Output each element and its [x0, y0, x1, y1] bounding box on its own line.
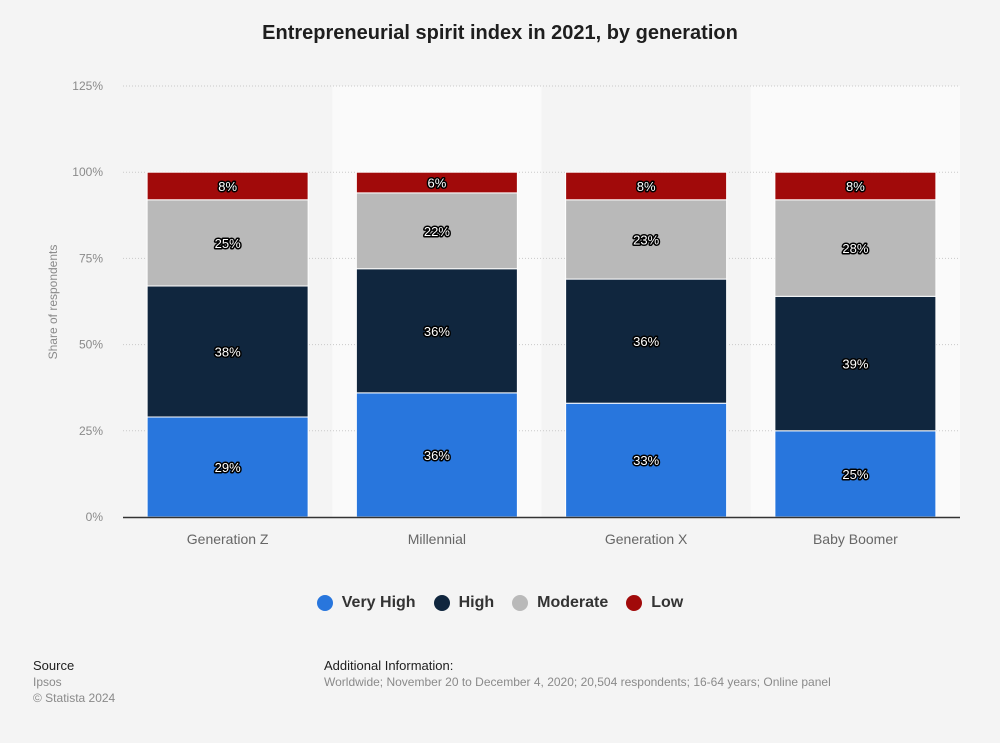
additional-info-label: Additional Information: [324, 658, 454, 673]
data-label: 23% [633, 232, 659, 247]
bar-segment-low[interactable] [355, 171, 518, 194]
y-axis-ticks: 0% 25% 50% 75% 100% 125% [72, 79, 103, 524]
data-label: 8% [846, 179, 865, 194]
legend-label: Moderate [537, 594, 609, 611]
footer-source: Source Ipsos © Statista 2024 [33, 658, 115, 706]
x-tick-label: Generation X [605, 531, 688, 547]
data-labels: 29% 38% 25% 8% 36% 36% 22% 6% 33% 36% 23% 8% 25% 39% 2… [213, 174, 870, 483]
bar-segment-low[interactable] [565, 171, 728, 201]
data-label: 8% [637, 179, 656, 194]
y-tick-label: 25% [79, 424, 103, 438]
legend-item-low[interactable]: Low [626, 594, 683, 612]
data-label: 6% [427, 176, 446, 191]
x-tick-label: Generation Z [187, 531, 269, 547]
bar-segment-very-high[interactable] [774, 430, 937, 518]
x-tick-label: Baby Boomer [813, 531, 898, 547]
footer-additional-info: Additional Information: Worldwide; Novem… [324, 658, 831, 690]
data-label: 33% [633, 453, 659, 468]
y-tick-label: 100% [72, 165, 103, 179]
data-label: 36% [424, 324, 450, 339]
data-label: 8% [218, 179, 237, 194]
data-label: 22% [424, 224, 450, 239]
y-axis-label: Share of respondents [46, 245, 60, 360]
data-label: 36% [633, 334, 659, 349]
legend: Very High High Moderate Low [0, 594, 1000, 612]
legend-dot-icon [626, 595, 643, 611]
legend-item-moderate[interactable]: Moderate [512, 594, 608, 612]
data-label: 38% [215, 344, 241, 359]
bar-segment-high[interactable] [355, 268, 518, 394]
additional-info-text: Worldwide; November 20 to December 4, 20… [324, 675, 831, 689]
data-label: 25% [842, 467, 868, 482]
source-name[interactable]: Ipsos [33, 675, 62, 689]
legend-dot-icon [316, 595, 333, 611]
chart-title: Entrepreneurial spirit index in 2021, by… [262, 22, 738, 44]
chart-plot: 0% 25% 50% 75% 100% 125% Share of respondents… [46, 79, 960, 547]
bar-segment-very-high[interactable] [146, 416, 309, 518]
bar-segment-moderate[interactable] [774, 199, 937, 297]
y-tick-label: 0% [86, 510, 104, 524]
bar-segment-high[interactable] [774, 295, 937, 432]
copyright: © Statista 2024 [33, 691, 116, 705]
bar-segment-moderate[interactable] [355, 192, 518, 270]
legend-label: High [458, 594, 495, 611]
data-label: 36% [424, 448, 450, 463]
data-label: 39% [842, 357, 868, 372]
bar-segment-low[interactable] [146, 171, 309, 201]
y-tick-label: 50% [79, 338, 103, 352]
legend-label: Low [651, 594, 684, 611]
legend-item-very-high[interactable]: Very High [316, 594, 416, 612]
x-axis-ticks: Generation Z Millennial Generation X Baby B… [187, 531, 898, 547]
bar-segment-moderate[interactable] [565, 199, 728, 280]
data-label: 28% [842, 241, 868, 256]
y-tick-label: 75% [79, 251, 103, 265]
legend-label: Very High [341, 594, 416, 611]
legend-dot-icon [512, 595, 529, 611]
bars [146, 171, 937, 518]
data-label: 29% [215, 460, 241, 475]
bar-segment-moderate[interactable] [146, 199, 309, 287]
legend-item-high[interactable]: High [433, 594, 495, 612]
data-label: 25% [215, 236, 241, 251]
bar-segment-high[interactable] [146, 285, 309, 418]
bar-segment-high[interactable] [565, 278, 728, 404]
y-tick-label: 125% [72, 79, 103, 93]
bar-segment-low[interactable] [774, 171, 937, 201]
legend-dot-icon [433, 595, 450, 611]
source-label: Source [33, 658, 75, 673]
x-tick-label: Millennial [408, 531, 466, 547]
